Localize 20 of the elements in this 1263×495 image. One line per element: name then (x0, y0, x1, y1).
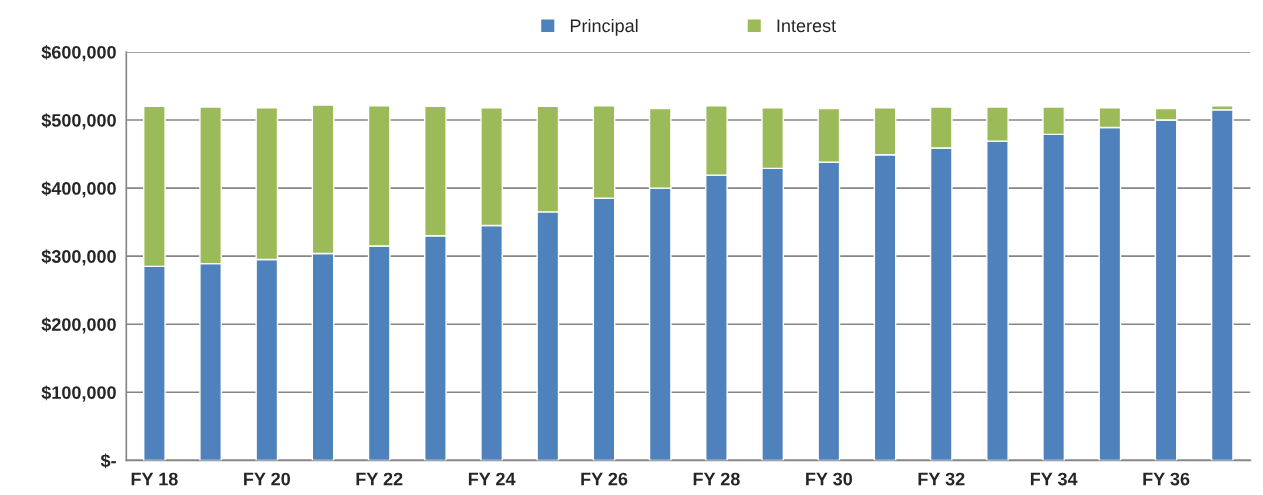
x-tick-label: FY 30 (806, 472, 853, 486)
y-tick-label: $500,000 (41, 113, 116, 130)
x-tick-label: FY 18 (131, 472, 178, 486)
x-tick-label: FY 34 (1030, 472, 1078, 486)
x-tick-label: FY 24 (468, 472, 516, 486)
y-tick-label: $600,000 (41, 45, 116, 62)
x-tick-label: FY 20 (244, 472, 290, 486)
y-tick-label: $- (100, 453, 116, 469)
x-tick-label: FY 32 (918, 472, 965, 486)
x-tick-label: FY 22 (356, 472, 403, 486)
x-tick-label: FY 26 (581, 472, 628, 486)
bar (1210, 109, 1234, 461)
legend-label: Principal (570, 18, 638, 36)
x-tick-label: FY 28 (693, 472, 740, 486)
legend-label: Interest (777, 19, 836, 33)
x-tick-label: FY 36 (1143, 472, 1190, 486)
y-tick-label: $100,000 (41, 385, 116, 402)
y-tick-label: $300,000 (41, 249, 116, 266)
y-tick-label: $200,000 (41, 317, 116, 334)
y-tick-label: $400,000 (41, 181, 116, 198)
